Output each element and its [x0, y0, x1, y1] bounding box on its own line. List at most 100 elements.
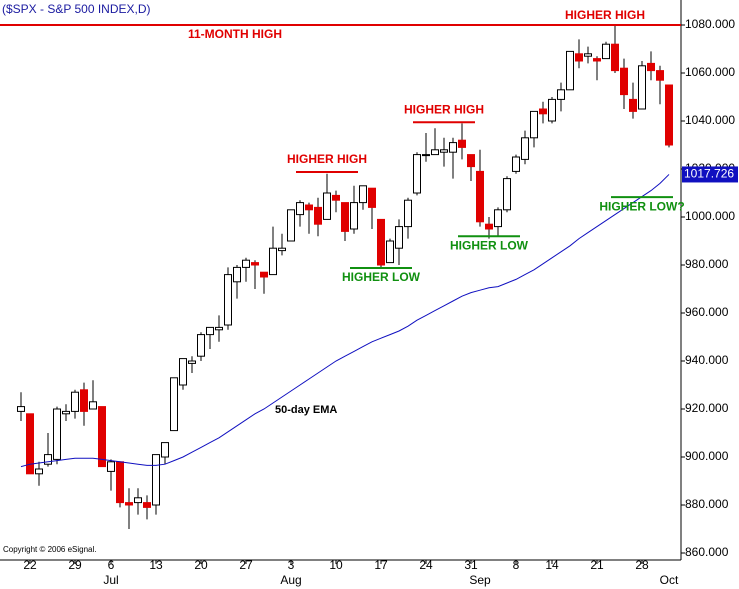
candle-body	[404, 199, 412, 228]
x-tick-label: 6	[108, 558, 115, 572]
candle-body	[323, 192, 331, 220]
annotation-label: HIGHER HIGH	[287, 152, 367, 166]
x-tick-label: 17	[374, 558, 388, 572]
candle-body	[332, 194, 340, 201]
x-tick-label: 8	[513, 558, 520, 572]
candle-body	[215, 326, 223, 331]
candle-body	[503, 178, 511, 211]
candle-body	[44, 454, 52, 465]
candle-body	[305, 204, 313, 211]
candle-body	[512, 156, 520, 172]
candle-body	[206, 326, 214, 336]
x-tick-label: 27	[239, 558, 253, 572]
x-month-label: Jul	[103, 573, 118, 587]
x-tick-label: 22	[23, 558, 37, 572]
candle-body	[350, 202, 358, 230]
candle-body	[575, 53, 583, 62]
candle-body	[521, 137, 529, 160]
candle-body	[368, 187, 376, 208]
x-tick-label: 24	[419, 558, 433, 572]
candle-body	[602, 43, 610, 60]
x-tick-label: 10	[329, 558, 343, 572]
candle-body	[125, 502, 133, 506]
candle-body	[449, 142, 457, 153]
candle-body	[107, 461, 115, 472]
candle-body	[35, 468, 43, 475]
candle-body	[143, 502, 151, 508]
candle-body	[665, 84, 673, 146]
candle-body	[359, 185, 367, 204]
candle-body	[476, 170, 484, 223]
annotation-label: HIGHER LOW	[342, 270, 421, 284]
x-tick-label: 13	[149, 558, 163, 572]
candle-body	[629, 98, 637, 112]
candle-body	[584, 53, 592, 57]
x-tick-label: 20	[194, 558, 208, 572]
annotation-label: HIGHER LOW	[450, 238, 529, 252]
candle-body	[638, 65, 646, 110]
candle-body	[557, 89, 565, 100]
x-tick-label: 3	[288, 558, 295, 572]
y-tick-label: 960.000	[685, 305, 729, 319]
candle-body	[386, 240, 394, 264]
candle-body	[188, 360, 196, 364]
y-tick-label: 1060.000	[685, 65, 735, 79]
candle-body	[611, 43, 619, 72]
y-tick-label: 880.000	[685, 497, 729, 511]
candle-body	[251, 262, 259, 266]
candle-body	[593, 58, 601, 62]
candle-body	[98, 406, 106, 468]
y-tick-label: 980.000	[685, 257, 729, 271]
candle-body	[233, 266, 241, 283]
candle-body	[458, 139, 466, 148]
candle-body	[647, 62, 655, 72]
candle-body	[296, 202, 304, 216]
candle-body	[134, 497, 142, 504]
candle-body	[422, 154, 430, 157]
y-tick-label: 920.000	[685, 401, 729, 415]
candle-body	[656, 70, 664, 81]
y-tick-label: 1040.000	[685, 113, 735, 127]
candle-body	[467, 154, 475, 168]
candle-body	[71, 391, 79, 412]
candle-body	[566, 50, 574, 91]
y-tick-label: 1000.000	[685, 209, 735, 223]
candle-body	[116, 461, 124, 504]
x-tick-label: 31	[464, 558, 478, 572]
candle-body	[26, 413, 34, 475]
candle-body	[242, 259, 250, 268]
annotation-label: HIGHER HIGH	[404, 102, 484, 116]
x-tick-label: 29	[68, 558, 82, 572]
annotation-label: HIGHER LOW?	[599, 199, 684, 213]
x-tick-label: 21	[590, 558, 604, 572]
annotation-label: 11-MONTH HIGH	[188, 27, 282, 41]
candle-body	[278, 247, 286, 252]
candle-body	[377, 218, 385, 266]
candle-body	[440, 149, 448, 153]
candle-body	[170, 377, 178, 432]
candle-body	[80, 389, 88, 412]
x-month-label: Sep	[469, 573, 491, 587]
candle-body	[224, 274, 232, 326]
candle-body	[260, 271, 268, 278]
candle-body	[341, 202, 349, 232]
copyright: Copyright © 2006 eSignal.	[3, 545, 97, 554]
candle-body	[152, 454, 160, 506]
x-tick-label: 14	[545, 558, 559, 572]
last-value-box	[682, 166, 738, 183]
candle-body	[431, 149, 439, 156]
candle-body	[413, 154, 421, 194]
candle-body	[287, 209, 295, 242]
candle-body	[53, 408, 61, 460]
candle-body	[197, 334, 205, 357]
chart-title: ($SPX - S&P 500 INDEX,D)	[2, 2, 151, 16]
candle-body	[539, 108, 547, 115]
candle-body	[269, 247, 277, 276]
candle-body	[395, 226, 403, 249]
candle-body	[485, 223, 493, 230]
y-tick-label: 940.000	[685, 353, 729, 367]
x-month-label: Oct	[660, 573, 679, 587]
